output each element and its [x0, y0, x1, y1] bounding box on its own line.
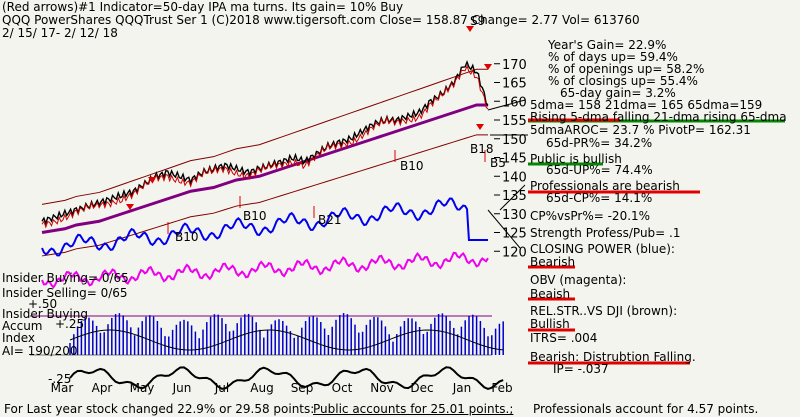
y-tick-label: 130 [502, 208, 527, 223]
professionals-status: Professionals are bearish [530, 179, 680, 193]
accum-label-index: Index [2, 331, 36, 345]
y-tick-label: 155 [502, 114, 527, 129]
accum-p25: +.25 [55, 317, 85, 331]
dma-values: 5dma= 158 21dma= 165 65dma=159 [530, 98, 763, 112]
x-tick-label: Dec [410, 381, 433, 395]
connector-line [499, 184, 526, 211]
obv-label: OBV (magenta): [530, 273, 627, 287]
footer-public: Public accounts for 25.01 points.; [313, 402, 514, 416]
pct-closings-up: % of closings up= 55.4% [548, 74, 698, 88]
rising-falling: Rising 5-dma falling 21-dma rising 65-dm… [530, 110, 787, 124]
date-range: 2/ 15/ 17- 2/ 12/ 18 [2, 26, 118, 40]
signal-s9: S9 [470, 14, 486, 28]
accum-p50: +.50 [28, 297, 58, 311]
x-tick-label: Apr [92, 381, 113, 395]
closing-power-state: Bearish [530, 255, 576, 269]
accum-label-insider: Insider Buying [2, 307, 88, 321]
x-tick-label: Oct [332, 381, 353, 395]
gain-65day: 65-day gain= 3.2% [560, 86, 676, 100]
insider-buying: Insider Buying= 0/65 [2, 271, 129, 285]
relstr-state: Bullish [530, 317, 570, 331]
signal-b18: B18 [470, 142, 494, 156]
x-tick-label: Jun [172, 381, 192, 395]
indicator-header: (Red arrows)#1 Indicator=50-day IPA ma t… [2, 0, 404, 14]
insider-selling: Insider Selling= 0/65 [2, 286, 128, 300]
public-status: Public is bullish [530, 152, 622, 166]
ma65-line [41, 103, 488, 234]
title-line: QQQ PowerShares QQQTrust Ser 1 (C)2018 w… [2, 13, 640, 27]
red-arrow [126, 204, 134, 210]
red-arrow [466, 26, 474, 32]
closing-power-line [41, 197, 488, 257]
signal-b10-jul: B10 [243, 209, 267, 223]
up65: 65d-UP%= 74.4% [546, 163, 653, 177]
footer-change: For Last year stock changed 22.9% or 29.… [4, 402, 315, 416]
aroc-pivot: 5dmaAROC= 23.7 % PivotP= 162.31 [530, 123, 751, 137]
x-tick-label: Aug [250, 381, 273, 395]
cp65: 65d-CP%= 14.1% [546, 191, 653, 205]
red-arrow [484, 64, 492, 70]
connector-line [487, 209, 521, 249]
closing-power-label: CLOSING POWER (blue): [530, 242, 675, 256]
x-tick-label: Mar [51, 381, 74, 395]
connector-line [487, 99, 526, 111]
accum-ma-line [69, 329, 504, 351]
y-tick-label: 135 [502, 189, 527, 204]
signal-b5: B5 [490, 156, 506, 170]
y-tick-label: 145 [502, 152, 527, 167]
ip-value: IP= -.037 [553, 362, 609, 376]
red-arrow [148, 177, 156, 183]
x-tick-label: Nov [370, 381, 393, 395]
red-arrow [476, 124, 484, 130]
obv-state: Beaish [530, 287, 571, 301]
pr65: 65d-PR%= 34.2% [546, 136, 653, 150]
y-tick-label: 140 [502, 170, 527, 185]
footer-professionals: Professionals account for 4.57 points. [533, 402, 759, 416]
dma21-line [41, 64, 489, 229]
signal-b10-nov: B10 [400, 159, 424, 173]
x-tick-label: Jan [452, 381, 472, 395]
pct-days-up: % of days up= 59.4% [548, 50, 678, 64]
accum-ai: AI= 190/200 [2, 344, 78, 358]
itrs-value: ITRS= .004 [530, 331, 598, 345]
y-tick-label: 150 [502, 133, 527, 148]
strength-ratio: Strength Profess/Pub= .1 [530, 226, 681, 240]
y-tick-label: 120 [502, 245, 527, 260]
x-tick-label: Feb [491, 381, 512, 395]
accum-label-accum: Accum [2, 319, 43, 333]
obv-line [41, 251, 489, 289]
accum-status: Bearish: Distrubtion Falling. [530, 350, 696, 364]
relstr-line [69, 366, 504, 390]
cp-vs-pr: CP%vsPr%= -20.1% [530, 209, 651, 223]
signal-b10-may: B10 [175, 230, 199, 244]
pct-openings-up: % of openings up= 58.2% [548, 62, 705, 76]
relstr-label: REL.STR..VS DJI (brown): [530, 304, 678, 318]
y-tick-label: 170 [502, 58, 527, 73]
years-gain: Year's Gain= 22.9% [548, 38, 667, 52]
y-tick-label: 125 [502, 227, 527, 242]
accum-m25: -.25 [48, 372, 72, 386]
x-tick-label: Sep [291, 381, 314, 395]
lower-band [41, 134, 488, 257]
signal-b21: B21 [318, 213, 342, 227]
y-tick-label: 165 [502, 77, 527, 92]
upper-band [41, 68, 488, 205]
